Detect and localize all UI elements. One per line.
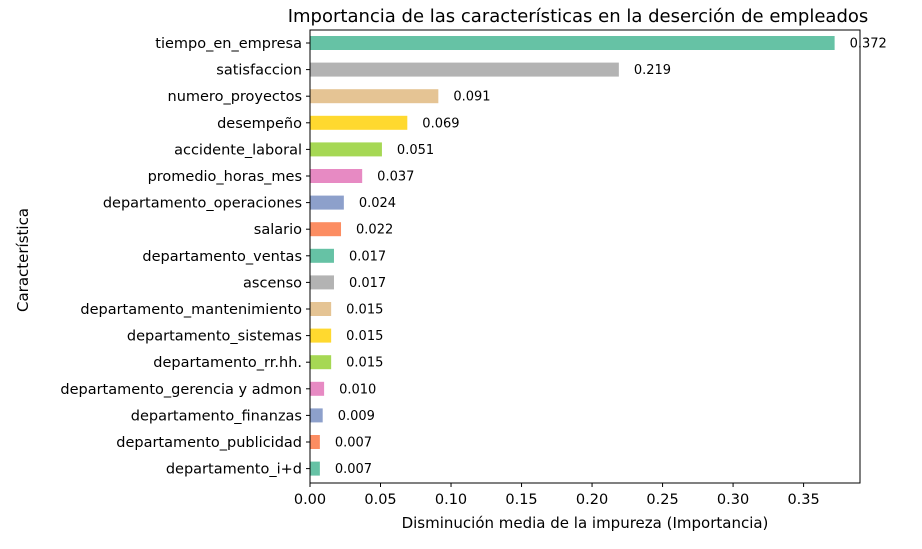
bar: [310, 328, 332, 343]
bar: [310, 461, 320, 476]
x-tick-label: 0.30: [717, 492, 749, 508]
y-tick-label: tiempo_en_empresa: [155, 36, 302, 52]
y-tick-label: departamento_sistemas: [127, 329, 302, 345]
bar: [310, 275, 334, 290]
plot-area-frame: [309, 29, 861, 484]
bar-value-label: 0.017: [349, 249, 386, 264]
bar-value-label: 0.022: [356, 223, 393, 238]
y-tick-label: numero_proyectos: [168, 89, 303, 105]
bar-value-label: 0.015: [346, 356, 383, 371]
bar-value-label: 0.372: [850, 37, 887, 52]
bar-value-label: 0.024: [359, 196, 396, 211]
bar: [310, 408, 323, 423]
bar-value-label: 0.037: [377, 170, 414, 185]
bar: [310, 195, 344, 210]
bar: [310, 355, 332, 370]
bar: [310, 222, 342, 237]
bar: [310, 381, 325, 396]
bar-value-label: 0.017: [349, 276, 386, 291]
bar: [310, 89, 439, 104]
y-tick-label: departamento_rr.hh.: [153, 355, 302, 371]
x-tick-label: 0.20: [576, 492, 608, 508]
x-axis-label: Disminución media de la impureza (Import…: [402, 514, 769, 532]
x-tick-label: 0.10: [435, 492, 467, 508]
y-axis-label: Característica: [14, 208, 32, 312]
y-tick-label: desempeño: [217, 116, 302, 132]
bar-value-label: 0.051: [397, 143, 434, 158]
y-tick-label: departamento_operaciones: [103, 196, 302, 212]
y-tick-label: departamento_publicidad: [116, 435, 302, 451]
x-tick-label: 0.00: [294, 492, 326, 508]
y-tick-label: departamento_ventas: [142, 249, 302, 265]
bar-value-label: 0.009: [338, 409, 375, 424]
bars-layer: 0.372 0.219 0.091 0.069 0.051 0.037 0.024 0.022…: [310, 36, 887, 477]
bar-value-label: 0.007: [335, 462, 372, 477]
chart-title: Importancia de las características en la…: [288, 6, 869, 27]
bar-value-label: 0.015: [346, 303, 383, 318]
y-tick-label: departamento_finanzas: [131, 408, 302, 424]
x-tick-label: 0.05: [364, 492, 396, 508]
bar-value-label: 0.007: [335, 436, 372, 451]
x-tick-label: 0.35: [787, 492, 819, 508]
bar-value-label: 0.219: [634, 63, 671, 78]
bar: [310, 62, 619, 77]
y-tick-label: satisfaccion: [216, 63, 302, 79]
bar-value-label: 0.010: [339, 382, 376, 397]
bar: [310, 435, 320, 449]
y-tick-label: ascenso: [243, 275, 302, 291]
y-tick-label: promedio_horas_mes: [148, 169, 302, 185]
y-tick-label: departamento_mantenimiento: [80, 302, 302, 318]
x-tick-label: 0.15: [505, 492, 537, 508]
ticks-layer: tiempo_en_empresa satisfaccion numero_proy…: [60, 36, 819, 508]
x-tick-label: 0.25: [646, 492, 678, 508]
bar-value-label: 0.091: [453, 90, 490, 105]
y-tick-label: accidente_laboral: [174, 142, 302, 158]
y-tick-label: salario: [254, 222, 302, 238]
bar: [310, 142, 382, 157]
y-tick-label: departamento_gerencia y admon: [60, 382, 302, 398]
bar: [310, 36, 835, 50]
bar: [310, 302, 332, 316]
bar-value-label: 0.069: [422, 116, 459, 131]
bar: [310, 248, 334, 263]
bar: [310, 115, 408, 130]
bar-value-label: 0.015: [346, 329, 383, 344]
y-tick-label: departamento_i+d: [166, 462, 302, 478]
bar: [310, 169, 363, 183]
